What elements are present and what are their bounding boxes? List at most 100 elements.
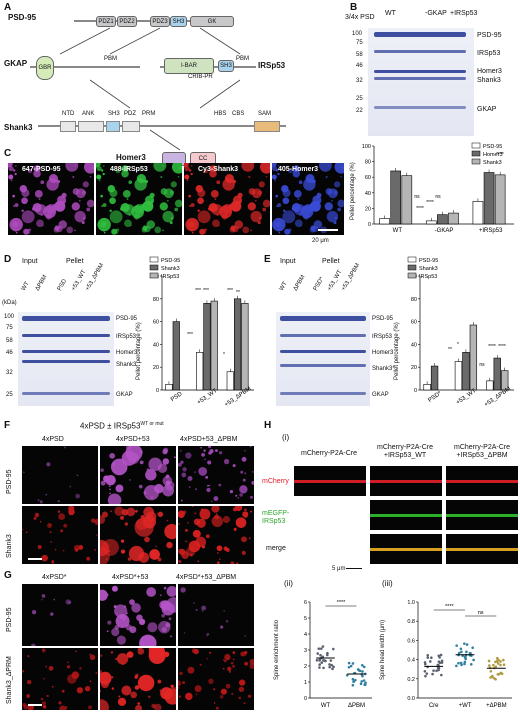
droplet: [188, 169, 192, 172]
droplet: [8, 174, 14, 180]
x-tick-label: ΔPBM: [348, 703, 365, 709]
droplet: [100, 589, 108, 601]
droplet: [116, 635, 126, 645]
y-tick-label: 0: [156, 388, 159, 394]
data-point: [359, 682, 363, 686]
droplet: [22, 471, 25, 474]
droplet: [305, 173, 315, 184]
droplet: [100, 690, 102, 692]
droplet: [154, 226, 162, 234]
droplet: [200, 446, 203, 449]
droplet: [210, 189, 219, 198]
bar-homer3-2: [483, 172, 495, 225]
bar-shank3-1: [462, 352, 470, 391]
legend-swatch: [149, 264, 159, 271]
droplet: [206, 487, 211, 493]
bar-psd-95-1: [425, 220, 437, 225]
droplet: [223, 610, 226, 612]
legend-label: PSD-95: [483, 144, 502, 150]
droplet: [298, 180, 303, 185]
plot-h-ii-svg: 0 1 2 3 4 5 6 WT ΔPBM ****: [304, 600, 372, 709]
micro-g-13: [178, 584, 254, 646]
droplet: [78, 545, 84, 550]
droplet: [187, 521, 189, 524]
y-tick-label: 40: [411, 342, 417, 348]
droplet: [179, 514, 183, 519]
significance-mark: ***: [195, 288, 201, 294]
data-point: [431, 672, 434, 676]
droplet: [65, 163, 79, 172]
droplet: [216, 552, 219, 554]
droplet: [138, 484, 143, 489]
legend-swatch: [471, 150, 481, 157]
gel-b-group-irsp53: +IRSp53: [450, 10, 478, 17]
droplet: [46, 204, 57, 214]
significance-mark: ****: [498, 344, 506, 350]
droplet: [45, 493, 48, 496]
shank3-sam-box: [254, 121, 280, 132]
gel-b-band-shank3: Shank3: [477, 77, 501, 84]
significance-mark: ****: [496, 152, 504, 158]
micro-h-r2c2: [370, 500, 442, 530]
droplet: [195, 693, 198, 695]
droplet: [179, 449, 182, 452]
droplet: [81, 221, 85, 225]
droplet: [100, 539, 109, 557]
shank3-sh3-box: [106, 121, 120, 132]
panel-label-d: D: [4, 254, 12, 265]
droplet: [135, 673, 139, 678]
scale-c-text: 20 μm: [312, 238, 329, 244]
droplet: [143, 484, 160, 501]
droplet: [293, 189, 302, 198]
droplet: [37, 499, 40, 502]
droplet: [153, 163, 167, 172]
droplet-field: [184, 163, 270, 235]
legend-label: PSD-95: [419, 258, 438, 264]
droplet: [139, 634, 157, 646]
droplet: [22, 670, 25, 673]
droplet: [241, 163, 255, 172]
bar-psd-95-0: [423, 384, 431, 391]
droplet: [250, 229, 252, 232]
droplet: [78, 199, 81, 202]
micro-h-r2c1: [294, 500, 366, 530]
droplet: [53, 598, 56, 601]
data-point: [499, 660, 502, 663]
droplet: [238, 696, 242, 700]
data-point: [468, 651, 472, 655]
gel-b-mw-58: 58: [356, 52, 363, 58]
bar-irsp53-1: [210, 300, 218, 391]
droplet: [25, 531, 28, 534]
bar-shank3-1: [203, 303, 211, 391]
droplet: [88, 705, 92, 710]
droplet: [213, 702, 216, 704]
droplet: [189, 205, 192, 207]
gel-d-band-shank3: Shank3: [116, 362, 137, 368]
micro-c-shank3: [184, 163, 270, 235]
droplet: [73, 544, 80, 551]
droplet: [177, 176, 180, 178]
y-tick-label: 40: [365, 191, 371, 197]
droplet: [101, 680, 109, 689]
data-point: [362, 679, 366, 682]
psd95-pdz3: PDZ3: [150, 16, 170, 27]
droplet: [102, 203, 107, 207]
droplet: [23, 228, 30, 235]
data-point: [423, 661, 427, 664]
panel-label-a: A: [4, 2, 12, 13]
droplet: [75, 493, 81, 499]
droplet: [114, 506, 124, 516]
data-point: [429, 660, 432, 663]
droplet: [191, 506, 194, 507]
droplet: [227, 666, 232, 672]
droplet: [325, 175, 328, 179]
droplet: [209, 169, 217, 178]
droplet: [108, 485, 111, 488]
droplet-field: [100, 446, 176, 504]
chart-d: 020406080100PSD+53_WT+53_ΔPBMPSD-95Shank…: [140, 256, 258, 421]
droplet: [72, 175, 75, 179]
droplet: [203, 169, 208, 174]
droplet: [216, 513, 218, 515]
droplet: [131, 603, 141, 613]
droplet: [68, 508, 75, 516]
